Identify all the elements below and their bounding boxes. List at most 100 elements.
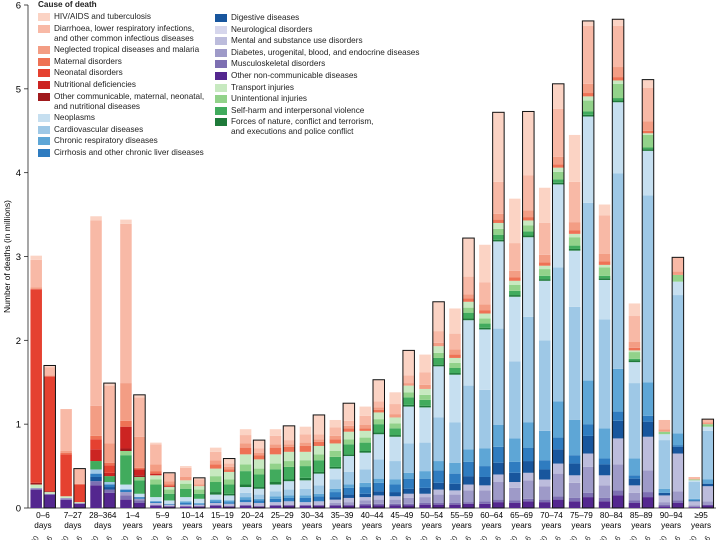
bar-segment-diabetes <box>492 482 505 500</box>
bar-segment-hiv <box>193 477 206 480</box>
bar-segment-othercmnn <box>43 491 56 493</box>
bar-segment-diabetes <box>432 494 445 503</box>
bar-segment-cirrhosis <box>479 466 491 477</box>
bar-segment-transport <box>150 475 162 480</box>
bar-segment-mental <box>402 493 415 498</box>
legend-item-forces: Forces of nature, conflict and terrorism… <box>215 117 430 137</box>
bar-segment-transport <box>209 468 222 477</box>
bar-segment-hiv <box>329 419 342 428</box>
bar-segment-neoplasms <box>658 434 671 441</box>
bar-outline-2016 <box>462 237 475 509</box>
bar-segment-otherncd <box>239 505 252 508</box>
bar-segment-otherncd <box>180 506 192 508</box>
bar-segment-diarrhoea <box>269 435 282 445</box>
bar-segment-unintentional <box>522 225 535 232</box>
bar-segment-mental <box>509 482 521 488</box>
bar-segment-unintentional <box>658 431 671 435</box>
bar-segment-transport <box>223 471 235 480</box>
bar-segment-neoplasms <box>552 184 564 268</box>
bar-year-label: 1990 <box>143 533 161 540</box>
bar-segment-chronresp <box>313 493 325 497</box>
bar-segment-forces <box>628 360 641 363</box>
bar-segment-selfharm <box>90 461 102 470</box>
bar-segment-transport <box>628 350 641 353</box>
bar-segment-otherncd <box>552 499 564 508</box>
bar-segment-otherncd <box>582 497 594 508</box>
bar-segment-diarrhoea <box>313 434 325 440</box>
bar-segment-mental <box>223 503 235 507</box>
bar-segment-mental <box>479 485 491 491</box>
x-category-label: ≥95 years <box>691 511 711 530</box>
bar-segment-msk <box>509 500 521 503</box>
x-category-label: 5–9 years <box>153 511 173 530</box>
bar-segment-neoplasms <box>359 452 371 470</box>
bar-segment-cardio <box>419 442 431 472</box>
bar-segment-maternal <box>90 435 102 440</box>
bar-segment-cardio <box>688 482 701 499</box>
bar-segment-maternal <box>449 354 461 358</box>
bar-outline-2016 <box>282 425 296 509</box>
bar-segment-mental <box>239 502 252 506</box>
bar-segment-forces <box>538 279 551 281</box>
bar-segment-digestive <box>479 476 491 486</box>
bar-segment-otherncd <box>223 506 235 508</box>
legend-item-neoplasms: Neoplasms <box>38 113 213 123</box>
bar-segment-chronresp <box>628 458 641 476</box>
bar-segment-selfharm <box>223 484 235 494</box>
category-unit: years <box>302 521 322 530</box>
bar-segment-hiv <box>313 414 325 435</box>
bar-segment-chronresp <box>522 422 535 448</box>
bar-segment-forces <box>239 484 252 488</box>
bar-year-label: 2016 <box>665 534 682 540</box>
bar-segment-cirrhosis <box>582 424 594 436</box>
bar-segment-cardio <box>612 173 624 369</box>
bar-segment-unintentional <box>419 394 431 400</box>
legend-item-hiv: HIV/AIDS and tuberculosis <box>38 12 213 22</box>
bar-year-label: 2016 <box>426 534 443 540</box>
bar-segment-diabetes <box>419 497 431 503</box>
legend-swatch <box>215 106 227 115</box>
bar-segment-cirrhosis <box>239 499 252 503</box>
bar-segment-neoplasms <box>688 480 701 483</box>
bar-segment-diarrhoea <box>598 215 611 254</box>
bar-segment-ntd <box>103 443 116 463</box>
category-age: 55–59 <box>450 511 473 520</box>
category-age: 5–9 <box>156 511 170 520</box>
bar-segment-digestive <box>658 492 671 496</box>
bar-segment-diarrhoea <box>672 257 684 272</box>
legend-swatch <box>38 125 50 134</box>
bar-year-label: 2016 <box>396 534 413 540</box>
category-unit: years <box>153 521 173 530</box>
bar-segment-nutrition <box>150 473 162 476</box>
bar-segment-otherncd <box>598 501 611 508</box>
bar-segment-transport <box>269 454 282 464</box>
bar-year-label: 2016 <box>575 534 592 540</box>
bar-segment-cardio <box>672 295 684 434</box>
bar-segment-diabetes <box>343 502 355 506</box>
bar-segment-unintentional <box>223 479 235 485</box>
bar-segment-diarrhoea <box>150 444 162 465</box>
bar-segment-digestive <box>598 464 611 476</box>
bar-segment-unintentional <box>552 171 564 180</box>
bar-segment-forces <box>299 477 312 481</box>
bar-segment-neoplasms <box>568 250 581 307</box>
bar-segment-hiv <box>509 198 521 244</box>
bar-segment-forces <box>269 482 282 485</box>
bar-segment-msk <box>402 503 415 506</box>
bar-segment-transport <box>73 502 86 503</box>
bar-segment-otherncd <box>642 497 654 508</box>
bar-segment-digestive <box>103 487 116 490</box>
category-age: 60–64 <box>480 511 503 520</box>
bar-segment-neoplasms <box>313 473 325 486</box>
bar-segment-hiv <box>538 187 551 223</box>
bar-segment-digestive <box>402 488 415 494</box>
bar-segment-transport <box>582 96 594 101</box>
legend-title: Cause of death <box>38 0 97 9</box>
category-age: 7–27 <box>64 511 83 520</box>
bar-outline-2016 <box>133 394 146 509</box>
bar-segment-diarrhoea <box>253 448 265 453</box>
bar-segment-forces <box>462 318 475 321</box>
bar-year-label: 1990 <box>353 533 371 540</box>
bar-segment-mental <box>180 504 192 507</box>
legend-swatch <box>38 92 50 101</box>
